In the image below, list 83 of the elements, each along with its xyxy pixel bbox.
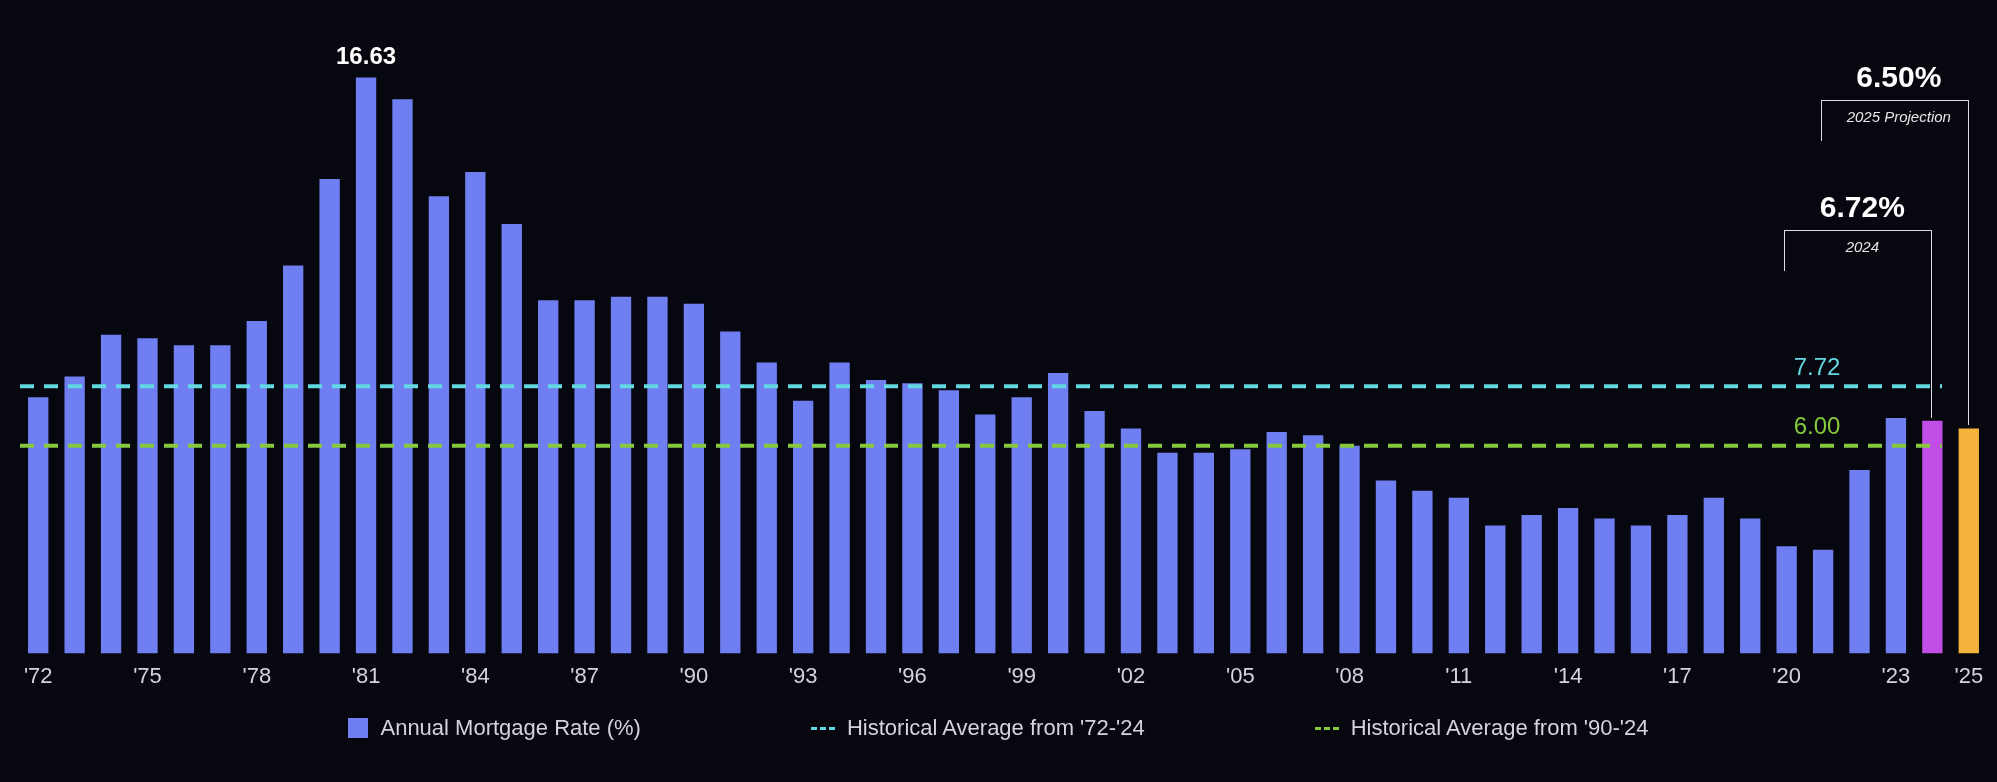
- bar: [1485, 525, 1506, 654]
- bar: [1412, 490, 1433, 654]
- bar: [355, 77, 377, 654]
- bar: [1922, 420, 1943, 654]
- annotation: 6.00: [1793, 412, 1841, 440]
- annotation: 2024: [1844, 237, 1880, 255]
- bar: [283, 265, 304, 654]
- bar: [1266, 431, 1287, 654]
- bar: [1630, 525, 1652, 654]
- bar: [28, 397, 49, 654]
- bar: [1084, 411, 1105, 654]
- bar: [465, 172, 486, 654]
- bar: [428, 196, 450, 654]
- bar: [1011, 397, 1032, 654]
- x-tick-label: '84: [460, 662, 490, 688]
- bar: [1667, 515, 1688, 654]
- bar: [1521, 515, 1542, 654]
- annotation: 7.72: [1793, 352, 1841, 380]
- bar: [1302, 435, 1324, 654]
- bar: [720, 331, 741, 654]
- bar: [1557, 508, 1579, 654]
- bar: [865, 379, 887, 654]
- data-label: 6.72%: [1819, 190, 1905, 224]
- legend-label: Annual Mortgage Rate (%): [380, 715, 641, 741]
- bar: [1448, 497, 1469, 654]
- x-tick-label: '14: [1553, 662, 1583, 688]
- bar: [574, 300, 595, 654]
- x-tick-label: '23: [1881, 662, 1911, 688]
- bar: [756, 362, 777, 654]
- legend-label: Historical Average from '90-'24: [1350, 715, 1649, 741]
- x-tick-label: '72: [23, 662, 53, 688]
- bar: [1120, 428, 1142, 654]
- x-tick-label: '05: [1225, 662, 1255, 688]
- x-tick-label: '75: [133, 662, 162, 688]
- bar: [647, 296, 668, 654]
- data-label: 6.50%: [1856, 60, 1942, 94]
- x-tick-label: '20: [1772, 662, 1801, 688]
- bar: [1885, 418, 1907, 654]
- x-tick-label: '81: [351, 662, 381, 688]
- bar: [1703, 497, 1724, 654]
- x-tick-label: '99: [1007, 662, 1037, 688]
- bar: [1157, 452, 1178, 654]
- bar: [1339, 445, 1360, 654]
- x-tick-label: '11: [1445, 662, 1473, 688]
- bar: [501, 224, 522, 654]
- bar: [938, 390, 960, 654]
- x-tick-label: '78: [242, 662, 272, 688]
- bar: [173, 345, 195, 654]
- bar: [246, 321, 267, 654]
- bar: [1594, 518, 1615, 654]
- x-tick-label: '93: [788, 662, 818, 688]
- bar: [1958, 428, 1979, 654]
- annotation: 2025 Projection: [1845, 107, 1951, 125]
- bar: [100, 334, 122, 654]
- bar: [392, 99, 413, 654]
- bar: [1047, 372, 1069, 654]
- bar: [538, 300, 559, 654]
- bar: [683, 303, 705, 654]
- bar: [319, 178, 340, 654]
- bar: [829, 362, 850, 654]
- bar: [610, 296, 632, 654]
- x-tick-label: '90: [679, 662, 709, 688]
- bar: [975, 414, 996, 654]
- bar: [1849, 469, 1870, 654]
- data-label: 16.63: [336, 42, 397, 70]
- x-tick-label: '08: [1335, 662, 1364, 688]
- bar: [1230, 449, 1251, 654]
- bar: [902, 383, 923, 654]
- bar: [210, 345, 231, 654]
- bar: [64, 376, 85, 654]
- x-tick-label: '02: [1116, 662, 1146, 688]
- bar: [1740, 518, 1761, 654]
- bar: [1812, 549, 1834, 654]
- bar: [1375, 480, 1397, 654]
- bar: [1776, 546, 1797, 654]
- x-tick-label: '96: [898, 662, 927, 688]
- bar: [137, 338, 158, 654]
- x-tick-label: '87: [570, 662, 599, 688]
- x-tick-label: '25: [1954, 662, 1984, 688]
- bar: [793, 400, 814, 654]
- legend-label: Historical Average from '72-'24: [846, 715, 1145, 741]
- bar: [1193, 452, 1215, 654]
- x-tick-label: '17: [1663, 662, 1692, 688]
